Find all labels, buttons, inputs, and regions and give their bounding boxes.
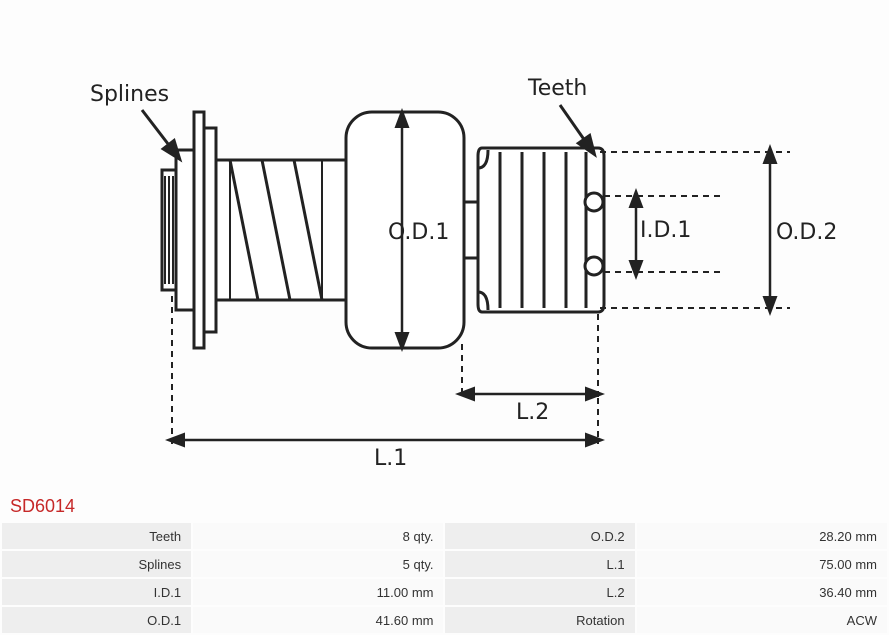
spec-value: 8 qty. xyxy=(193,523,443,549)
table-row: O.D.1 41.60 mm Rotation ACW xyxy=(2,607,887,633)
spec-value: ACW xyxy=(637,607,887,633)
table-row: I.D.1 11.00 mm L.2 36.40 mm xyxy=(2,579,887,605)
spec-label: O.D.1 xyxy=(2,607,191,633)
spec-value: 28.20 mm xyxy=(637,523,887,549)
table-row: Splines 5 qty. L.1 75.00 mm xyxy=(2,551,887,577)
spec-label: O.D.2 xyxy=(445,523,634,549)
spec-value: 75.00 mm xyxy=(637,551,887,577)
technical-diagram: Splines Teeth O.D.1 I.D.1 O.D.2 L.2 L.1 xyxy=(0,0,889,490)
label-splines: Splines xyxy=(90,82,169,107)
part-code: SD6014 xyxy=(0,490,889,521)
spec-label: Teeth xyxy=(2,523,191,549)
spec-value: 36.40 mm xyxy=(637,579,887,605)
spec-table: Teeth 8 qty. O.D.2 28.20 mm Splines 5 qt… xyxy=(0,521,889,635)
label-l2: L.2 xyxy=(516,400,549,425)
spec-label: I.D.1 xyxy=(2,579,191,605)
table-row: Teeth 8 qty. O.D.2 28.20 mm xyxy=(2,523,887,549)
label-od2: O.D.2 xyxy=(776,220,837,245)
spec-label: L.1 xyxy=(445,551,634,577)
label-teeth: Teeth xyxy=(528,76,587,101)
spec-value: 11.00 mm xyxy=(193,579,443,605)
label-od1: O.D.1 xyxy=(388,220,449,245)
spec-label: Splines xyxy=(2,551,191,577)
diagram-svg xyxy=(0,0,889,490)
label-l1: L.1 xyxy=(374,446,407,471)
spec-value: 5 qty. xyxy=(193,551,443,577)
spec-value: 41.60 mm xyxy=(193,607,443,633)
spec-label: Rotation xyxy=(445,607,634,633)
label-id1: I.D.1 xyxy=(640,218,691,243)
spec-label: L.2 xyxy=(445,579,634,605)
